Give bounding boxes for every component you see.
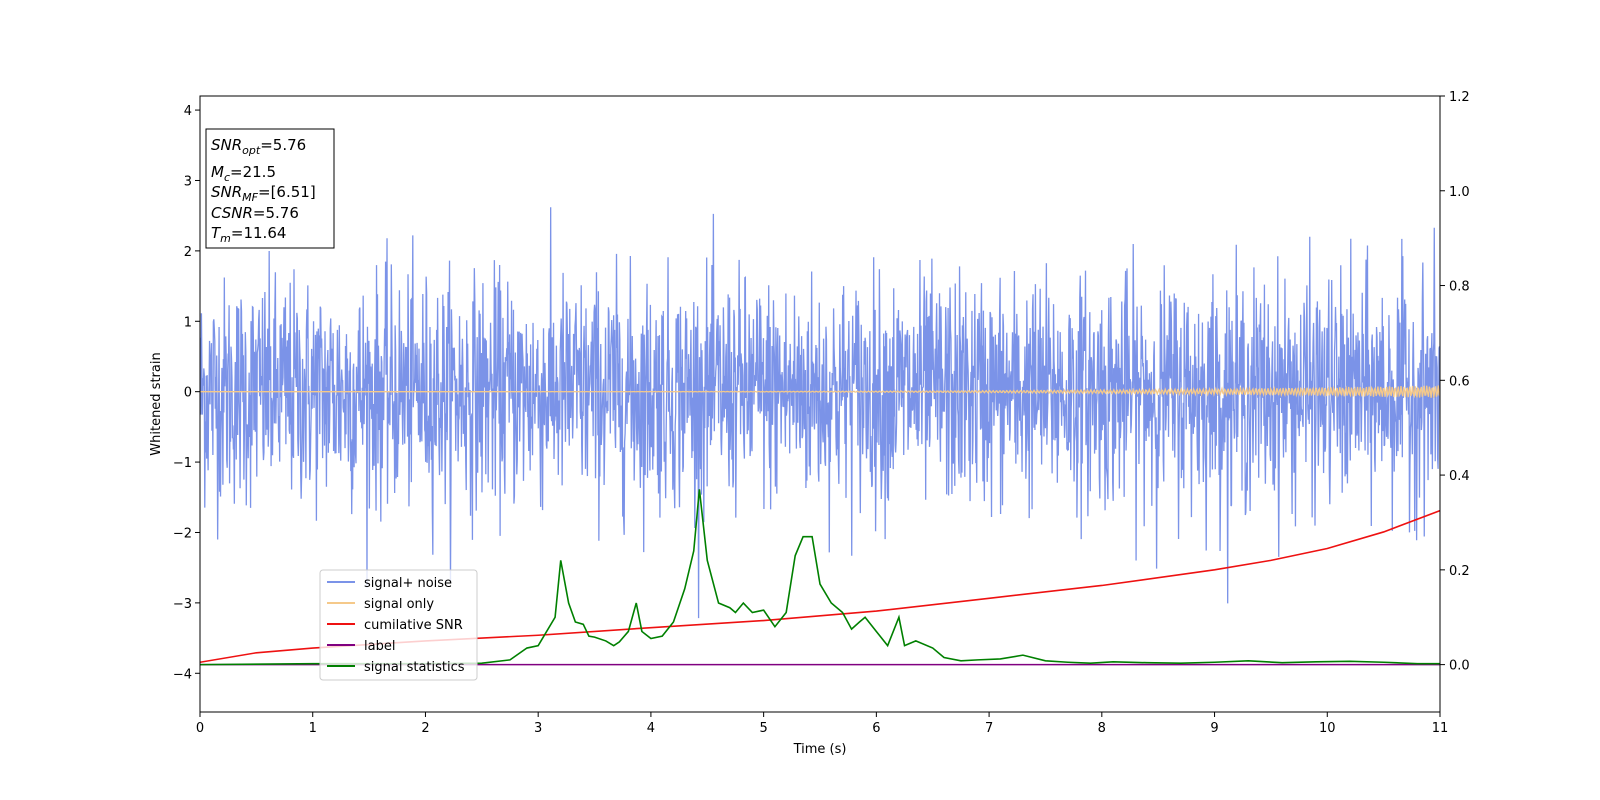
x-tick-label: 8 [1098, 721, 1106, 736]
legend-label-signal-only: signal only [364, 597, 434, 612]
info-box-frame [205, 128, 335, 249]
y2-tick-label: 0.0 [1449, 659, 1470, 674]
legend: signal+ noise signal only cumilative SNR… [319, 569, 478, 681]
y-tick-label: −3 [173, 597, 192, 612]
legend-label-signal-noise: signal+ noise [364, 576, 452, 591]
info-snr-mf: SNRMF=[6.51] [211, 183, 316, 204]
series-signal-only [200, 385, 1440, 399]
series-signal-noise [200, 207, 1440, 619]
info-csnr: CSNR=5.76 [211, 204, 299, 222]
y2-tick-label: 1.0 [1449, 185, 1470, 200]
info-box: SNRopt=5.76 Mc=21.5 SNRMF=[6.51] CSNR=5.… [205, 128, 335, 249]
y-tick-label: −4 [173, 667, 192, 682]
y-tick-label: 0 [184, 386, 192, 401]
y2-tick-label: 0.4 [1449, 469, 1470, 484]
y2-tick-label: 0.8 [1449, 280, 1470, 295]
x-tick-label: 10 [1319, 721, 1336, 736]
y-tick-label: −2 [173, 526, 192, 541]
info-mc: Mc=21.5 [211, 163, 276, 184]
y2-tick-label: 0.6 [1449, 374, 1470, 389]
x-tick-label: 11 [1432, 721, 1449, 736]
y-tick-label: 4 [184, 104, 192, 119]
x-tick-label: 0 [196, 721, 204, 736]
y2-tick-label: 1.2 [1449, 90, 1470, 105]
legend-frame [319, 569, 478, 681]
series-signal-statistics [200, 489, 1440, 666]
x-tick-label: 1 [309, 721, 317, 736]
axes-layer: 0 1 2 3 4 5 6 7 8 9 10 11 −4 −3 −2 −1 0 1 2 3 4 0.0 0.2 0.4 0.6 0… [173, 90, 1470, 736]
legend-label-signal-statistics: signal statistics [364, 660, 465, 675]
x-tick-label: 3 [534, 721, 542, 736]
x-tick-label: 7 [985, 721, 993, 736]
info-tm: Tm=11.64 [211, 224, 286, 245]
y2-tick-label: 0.2 [1449, 564, 1470, 579]
x-tick-label: 5 [759, 721, 767, 736]
x-tick-label: 9 [1210, 721, 1218, 736]
info-snr-opt: SNRopt=5.76 [211, 136, 306, 157]
y-tick-label: −1 [173, 456, 192, 471]
y-tick-label: 2 [184, 245, 192, 260]
x-tick-label: 6 [872, 721, 880, 736]
y-tick-label: 3 [184, 174, 192, 189]
y-tick-label: 1 [184, 315, 192, 330]
x-axis-label: Time (s) [793, 742, 847, 757]
x-tick-label: 2 [421, 721, 429, 736]
plot-frame [199, 95, 1441, 713]
x-tick-label: 4 [647, 721, 655, 736]
legend-label-label: label [364, 639, 395, 654]
y-axis-label: Whitened strain [149, 352, 164, 455]
legend-label-cumulative-snr: cumilative SNR [364, 618, 463, 633]
